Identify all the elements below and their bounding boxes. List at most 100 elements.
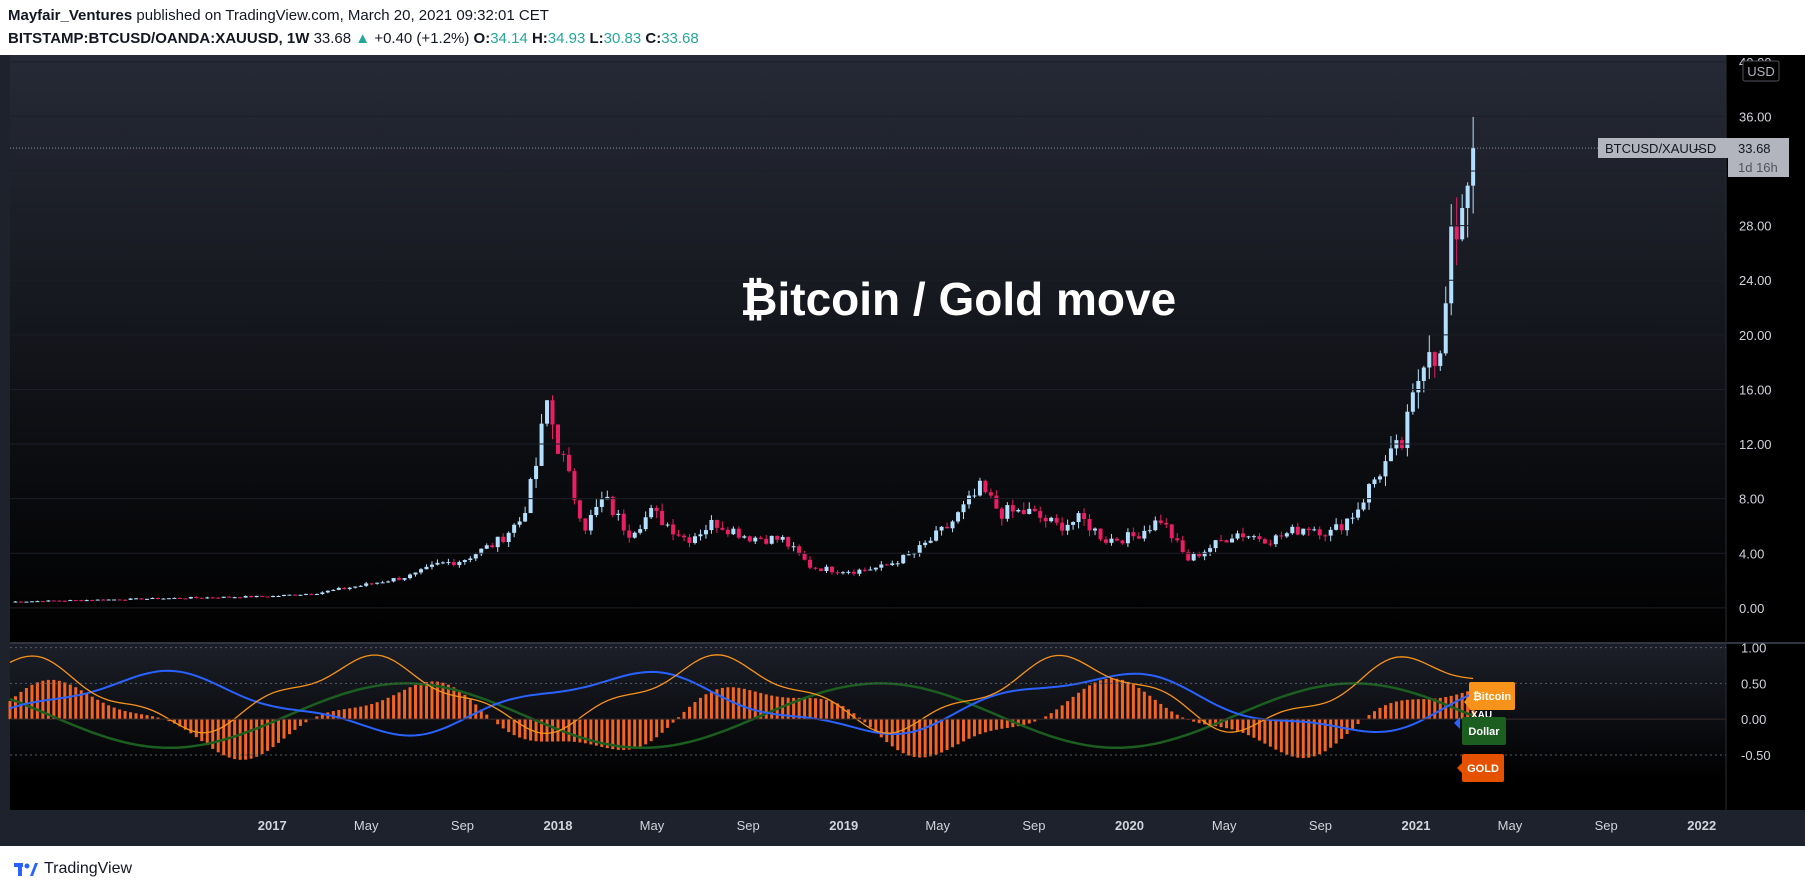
histogram-bar (172, 719, 176, 724)
candle-body (1416, 380, 1421, 393)
price-chart[interactable]: 40.0036.0032.0028.0024.0020.0016.0012.00… (0, 55, 1805, 846)
candle-body (1082, 513, 1087, 519)
histogram-bar (523, 719, 527, 740)
candle-body (73, 600, 78, 602)
candle-body (1339, 524, 1344, 531)
histogram-bar (819, 698, 823, 720)
histogram-bar (435, 681, 439, 720)
histogram-bar (200, 719, 204, 742)
candle-body (846, 571, 851, 573)
histogram-bar (1088, 685, 1092, 720)
candle-body (890, 563, 895, 566)
candle-body (418, 569, 423, 573)
candle-body (254, 595, 259, 598)
histogram-bar (1257, 719, 1261, 741)
candle-body (128, 598, 133, 600)
candle-body (1027, 508, 1032, 514)
usd-unit-label: USD (1747, 64, 1774, 79)
histogram-bar (693, 702, 697, 720)
candle-body (216, 597, 221, 599)
candle-body (1016, 509, 1021, 512)
time-tick-label: 2017 (258, 818, 287, 833)
candle-body (961, 504, 966, 513)
histogram-bar (1411, 699, 1415, 720)
candle-body (654, 507, 659, 511)
histogram-bar (1175, 714, 1179, 720)
legend-gold-label: GOLD (1467, 763, 1499, 775)
candle-body (1290, 526, 1295, 534)
published-text: published on TradingView.com, March 20, … (136, 7, 549, 24)
candle-body (819, 568, 824, 572)
histogram-bar (1022, 719, 1026, 725)
candle-body (868, 569, 873, 571)
histogram-bar (1197, 719, 1201, 724)
candle-body (1032, 508, 1037, 512)
time-tick-label: 2021 (1402, 818, 1431, 833)
histogram-bar (1263, 719, 1267, 744)
histogram-bar (709, 691, 713, 720)
candle-body (616, 513, 621, 515)
candle-body (68, 600, 73, 602)
candle-body (1076, 513, 1081, 523)
candle-body (473, 554, 478, 559)
histogram-bar (1109, 678, 1113, 720)
candle-body (1367, 484, 1372, 503)
chart-title: ₿itcoin / Gold move (740, 273, 1176, 325)
histogram-bar (1164, 707, 1168, 720)
low-label: L: (589, 30, 604, 47)
candle-body (501, 536, 506, 542)
candle-body (287, 594, 292, 596)
candle-body (566, 454, 571, 472)
candle-body (780, 537, 785, 540)
histogram-bar (1225, 719, 1229, 729)
histogram-bar (835, 703, 839, 720)
tradingview-brand[interactable]: TradingView (14, 860, 132, 878)
histogram-bar (797, 697, 801, 720)
histogram-bar (868, 719, 872, 728)
time-tick-label: May (1498, 818, 1523, 833)
candle-body (1071, 522, 1076, 525)
candle-body (166, 598, 171, 600)
candle-body (851, 571, 856, 574)
candle-body (320, 592, 325, 595)
candle-body (24, 601, 29, 603)
candle-body (621, 513, 626, 531)
histogram-bar (1126, 681, 1130, 720)
candle-body (555, 424, 560, 454)
histogram-bar (337, 709, 341, 720)
legend-bitcoin-label: ₿itcoin (1473, 691, 1512, 703)
candle-body (775, 535, 780, 540)
candle-body (983, 480, 988, 493)
price-tick-label: 12.00 (1739, 437, 1772, 452)
histogram-bar (1405, 699, 1409, 720)
candle-body (1131, 532, 1136, 537)
candle-body (1301, 528, 1306, 535)
histogram-bar (1460, 692, 1464, 720)
histogram-bar (348, 708, 352, 720)
candle-body (161, 598, 166, 600)
candle-body (386, 581, 391, 583)
candle-body (1065, 524, 1070, 531)
histogram-bar (627, 719, 631, 750)
time-tick-label: 2020 (1115, 818, 1144, 833)
histogram-bar (1340, 719, 1344, 739)
candle-body (1268, 543, 1273, 545)
candle-body (1049, 517, 1054, 522)
histogram-bar (923, 719, 927, 758)
candle-body (561, 453, 566, 455)
histogram-bar (671, 719, 675, 723)
histogram-bar (134, 713, 138, 720)
histogram-bar (446, 684, 450, 720)
histogram-bar (463, 694, 467, 720)
histogram-bar (1268, 719, 1272, 747)
main-pane (10, 116, 1726, 603)
candle-body (1103, 539, 1108, 543)
candle-body (1153, 520, 1158, 531)
candle-body (857, 569, 862, 574)
candle-body (682, 535, 687, 538)
candle-body (271, 596, 276, 598)
histogram-bar (808, 698, 812, 720)
author-name[interactable]: Mayfair_Ventures (8, 7, 133, 24)
candle-body (227, 596, 232, 598)
histogram-bar (989, 719, 993, 731)
